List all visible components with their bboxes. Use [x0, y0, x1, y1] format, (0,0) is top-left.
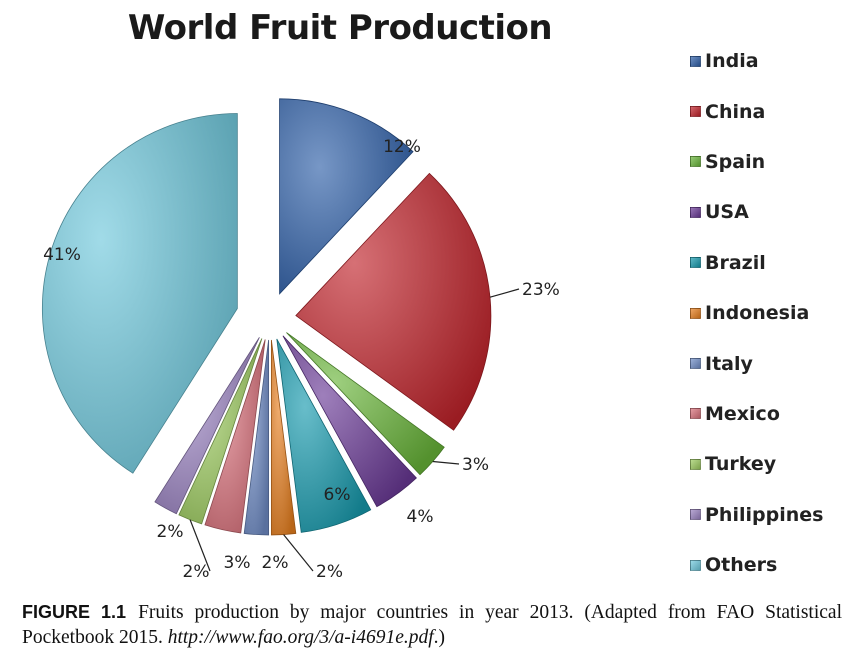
legend-item-philippines: Philippines	[690, 490, 855, 540]
legend-label: Others	[705, 554, 778, 577]
pie-slice-india	[279, 98, 414, 295]
figure-caption: FIGURE 1.1 Fruits production by major cou…	[22, 600, 842, 650]
figure-label: FIGURE 1.1	[22, 602, 127, 622]
pie-slice-turkey	[178, 338, 263, 525]
pct-label-brazil: 6%	[324, 485, 351, 505]
legend-label: Spain	[705, 150, 766, 173]
pct-label-turkey: 2%	[183, 562, 210, 582]
leader-line-spain	[432, 460, 460, 465]
legend-label: China	[705, 100, 766, 123]
legend-swatch	[690, 206, 701, 218]
pct-label-philippines: 2%	[157, 522, 184, 542]
pie-slice-mexico	[204, 339, 266, 534]
legend-swatch	[690, 358, 701, 370]
legend-label: India	[705, 50, 759, 73]
legend-item-brazil: Brazil	[690, 238, 855, 288]
pie-slice-italy	[243, 339, 270, 536]
pie-slice-china	[295, 172, 492, 431]
pct-label-mexico: 3%	[224, 553, 251, 573]
legend-swatch	[690, 559, 701, 571]
legend-item-spain: Spain	[690, 137, 855, 187]
legend-label: USA	[705, 201, 749, 224]
chart-title: World Fruit Production	[127, 8, 553, 48]
pct-label-indonesia: 2%	[316, 562, 343, 582]
legend-label: Brazil	[705, 251, 766, 274]
pie-slice-brazil	[276, 338, 372, 533]
legend-label: Italy	[705, 352, 753, 375]
legend-swatch	[690, 408, 701, 420]
legend-label: Turkey	[705, 453, 777, 476]
pie-chart: 12% 23% 3% 4% 6% 2% 2% 3% 2% 2% 41%	[41, 98, 560, 582]
pie-slice-others	[41, 113, 238, 474]
legend-swatch	[690, 55, 701, 67]
legend-swatch	[690, 156, 701, 168]
legend-item-usa: USA	[690, 187, 855, 237]
legend-label: Mexico	[705, 402, 780, 425]
legend-item-turkey: Turkey	[690, 439, 855, 489]
pct-label-spain: 3%	[462, 455, 489, 475]
legend-item-china: China	[690, 86, 855, 136]
leader-line-indonesia	[283, 534, 314, 572]
pie-slice-usa	[282, 335, 417, 508]
caption-tail: .)	[433, 627, 446, 648]
legend-item-mexico: Mexico	[690, 389, 855, 439]
leader-line-china	[489, 288, 520, 298]
pct-label-india: 12%	[383, 137, 421, 157]
legend-item-others: Others	[690, 540, 855, 590]
legend-swatch	[690, 509, 701, 521]
legend-swatch	[690, 257, 701, 269]
pct-label-italy: 2%	[262, 553, 289, 573]
legend-swatch	[690, 307, 701, 319]
legend-swatch	[690, 106, 701, 118]
pct-label-others: 41%	[43, 245, 81, 265]
pie-slice-philippines	[154, 337, 260, 515]
legend-item-indonesia: Indonesia	[690, 288, 855, 338]
legend-label: Indonesia	[705, 302, 810, 325]
pie-slice-indonesia	[270, 339, 297, 536]
caption-url: http://www.fao.org/3/a-i4691e.pdf	[167, 627, 434, 648]
caption-text: Fruits production by major countries in …	[22, 602, 842, 648]
legend-item-italy: Italy	[690, 338, 855, 388]
leader-line-turkey	[189, 519, 211, 572]
legend-label: Philippines	[705, 503, 824, 526]
legend-swatch	[690, 458, 701, 470]
legend: India China Spain USA Brazil Indonesia Italy Me…	[690, 36, 855, 590]
pct-label-china: 23%	[522, 280, 560, 300]
pct-label-usa: 4%	[407, 507, 434, 527]
legend-item-india: India	[690, 36, 855, 86]
